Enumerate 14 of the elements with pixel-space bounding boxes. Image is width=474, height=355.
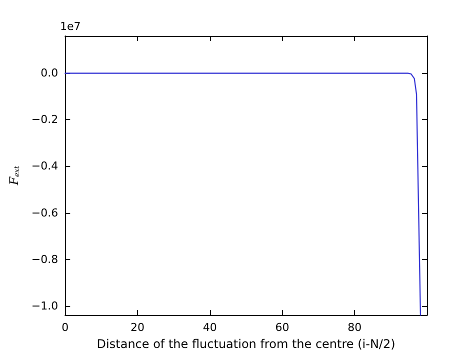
line-series [64, 72, 422, 316]
y-tick-label: 0.0 [40, 66, 58, 80]
x-tick-label: 0 [62, 321, 69, 334]
x-tick-label: 20 [130, 321, 144, 334]
y-tick-label: −0.8 [31, 252, 58, 266]
x-axis-title: Distance of the fluctuation from the centre (i-N/2) [96, 337, 396, 351]
y-tick-label: −0.4 [31, 160, 58, 173]
x-tick-label: 80 [348, 321, 362, 334]
text: 1e7 [60, 20, 81, 33]
y-tick-label: −0.2 [31, 113, 58, 126]
x-tick-label: 60 [275, 321, 290, 334]
y-tick-label: −1.0 [31, 299, 58, 312]
x-tick-label: 40 [202, 321, 217, 334]
y-tick-label: −0.6 [31, 206, 58, 220]
